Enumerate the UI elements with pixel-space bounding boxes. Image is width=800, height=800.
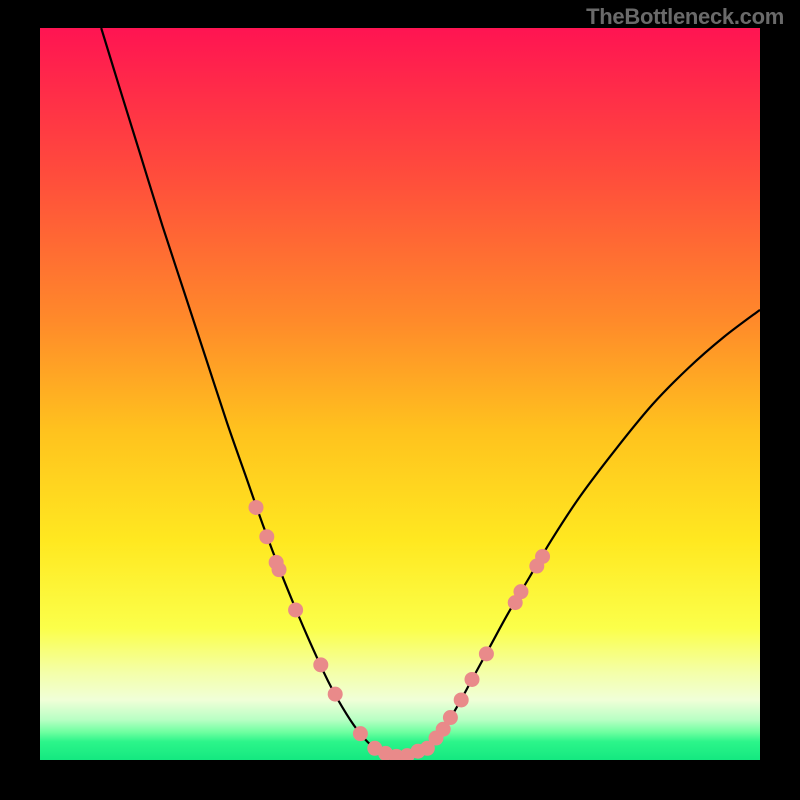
data-marker [328,687,343,702]
data-marker [249,500,264,515]
data-marker [313,657,328,672]
bottleneck-chart [0,0,800,800]
data-marker [353,726,368,741]
data-marker [272,562,287,577]
data-marker [479,646,494,661]
data-marker [513,584,528,599]
data-marker [465,672,480,687]
data-marker [443,710,458,725]
data-marker [454,692,469,707]
data-marker [259,529,274,544]
data-marker [288,602,303,617]
watermark-text: TheBottleneck.com [586,4,784,30]
data-marker [535,549,550,564]
plot-background [40,28,760,760]
